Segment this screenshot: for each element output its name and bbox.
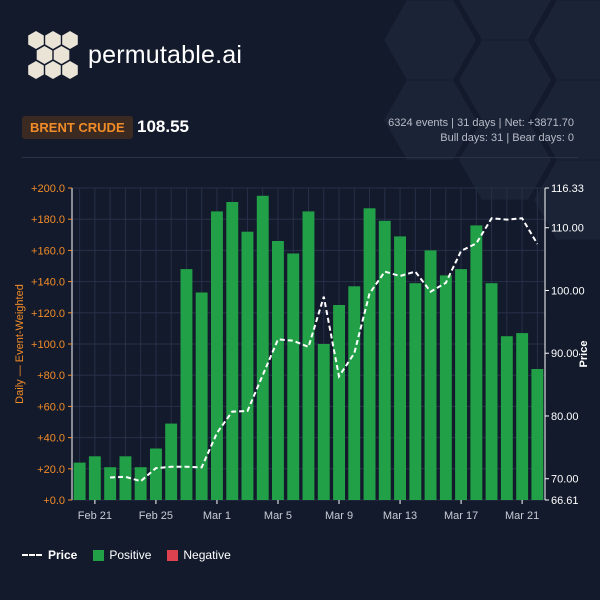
- bar-positive: [119, 456, 132, 500]
- stats-summary: 6324 events | 31 days | Net: +3871.70 Bu…: [388, 116, 574, 146]
- current-price: 108.55: [137, 117, 189, 136]
- y-tick-label: +100.0: [31, 339, 65, 351]
- bar-positive: [287, 253, 300, 500]
- logo-hexagon: [62, 61, 78, 79]
- legend-item-price: Price: [22, 548, 77, 562]
- bar-positive: [378, 220, 391, 501]
- bar-positive: [302, 211, 315, 500]
- bar-positive: [424, 250, 437, 500]
- background-hexagon: [534, 160, 600, 240]
- legend-negative-label: Negative: [183, 548, 231, 562]
- y2-tick-label: 70.00: [551, 474, 579, 486]
- y2-tick-label: 80.00: [551, 411, 579, 423]
- background-hexagon: [534, 0, 600, 80]
- legend-positive-swatch: [93, 549, 105, 561]
- bar-positive: [500, 336, 513, 500]
- hexagon-logo-icon: [28, 31, 78, 79]
- logo-hexagon: [28, 31, 44, 49]
- bar-positive: [150, 448, 162, 500]
- legend-item-negative: Negative: [167, 548, 231, 562]
- bar-positive: [439, 275, 452, 500]
- background-hexagon: [384, 0, 476, 80]
- bar-positive: [165, 423, 178, 500]
- bar-positive: [226, 202, 239, 500]
- x-tick-label: Feb 21: [78, 510, 112, 522]
- y2-tick-label: 90.00: [551, 348, 579, 360]
- bar-positive: [211, 211, 223, 500]
- y2-tick-label: 66.61: [551, 495, 579, 507]
- y-tick-label: +120.0: [31, 308, 65, 320]
- brand-name: permutable.ai: [88, 40, 243, 69]
- y2-axis-title: Price: [578, 341, 590, 368]
- y-tick-label: +60.0: [37, 401, 65, 413]
- bar-positive: [134, 467, 147, 500]
- bar-positive: [88, 456, 101, 500]
- y2-tick-label: 110.00: [551, 223, 584, 235]
- background-hexagon: [459, 40, 551, 120]
- legend-price-label: Price: [48, 548, 78, 562]
- y-tick-label: +40.0: [37, 433, 65, 445]
- logo: permutable.ai: [28, 30, 242, 80]
- x-tick-label: Mar 1: [203, 510, 231, 522]
- legend-negative-swatch: [167, 549, 179, 561]
- ticker-badge: BRENT CRUDE: [22, 116, 133, 139]
- bar-positive: [104, 467, 117, 500]
- bar-positive: [470, 225, 483, 500]
- price-line: [110, 217, 539, 483]
- y-tick-label: +200.0: [31, 183, 65, 195]
- x-tick-label: Mar 5: [264, 510, 292, 522]
- logo-hexagon: [53, 46, 70, 64]
- bar-positive: [531, 369, 544, 500]
- bar-positive: [348, 286, 361, 500]
- bar-positive: [409, 283, 422, 500]
- bar-positive: [180, 269, 193, 500]
- legend-price-swatch: [22, 554, 42, 556]
- y-tick-label: +180.0: [31, 214, 65, 226]
- logo-hexagon: [36, 46, 53, 64]
- y-tick-label: +80.0: [37, 370, 65, 382]
- y-axis-title: Daily — Event-Weighted: [14, 284, 26, 404]
- y-tick-label: +160.0: [31, 245, 65, 257]
- logo-hexagon: [28, 61, 44, 79]
- y2-tick-label: 100.00: [551, 285, 585, 297]
- header-divider: [22, 157, 578, 158]
- legend-positive-label: Positive: [109, 548, 152, 562]
- background-hexagon: [534, 80, 600, 160]
- bar-positive: [272, 241, 284, 500]
- x-tick-label: Mar 17: [444, 510, 478, 522]
- x-tick-label: Mar 21: [505, 510, 539, 522]
- x-tick-label: Mar 9: [325, 510, 353, 522]
- stats-line-days: Bull days: 31 | Bear days: 0: [440, 132, 574, 144]
- legend-item-positive: Positive: [93, 548, 151, 562]
- y-tick-label: +20.0: [37, 464, 65, 476]
- bar-positive: [455, 269, 467, 500]
- logo-hexagon: [45, 61, 61, 79]
- sentiment-price-chart: +0.0 +20.0 +40.0 +60.0 +80.0 +100.0 +120.0 +140…: [14, 183, 590, 522]
- background-hexagon: [459, 0, 551, 40]
- bar-positive: [485, 283, 498, 500]
- y2-tick-label: 116.33: [551, 183, 584, 195]
- stats-line-events: 6324 events | 31 days | Net: +3871.70: [388, 117, 574, 129]
- bar-positive: [73, 462, 86, 500]
- background-hexagon: [384, 80, 476, 160]
- y-tick-label: +140.0: [31, 277, 65, 289]
- bar-positive: [516, 333, 529, 500]
- y-tick-label: +0.0: [43, 495, 65, 507]
- bar-positive: [394, 236, 406, 500]
- bar-positive: [333, 305, 345, 500]
- background-hexagon: [459, 120, 551, 200]
- bar-positive: [241, 231, 254, 500]
- x-tick-label: Mar 13: [383, 510, 417, 522]
- bar-positive: [195, 292, 208, 500]
- bar-positive: [256, 195, 269, 501]
- logo-hexagon: [62, 31, 78, 49]
- bar-positive: [363, 208, 376, 501]
- bar-positive: [317, 344, 330, 500]
- x-tick-label: Feb 25: [139, 510, 173, 522]
- chart-legend: Price Positive Negative: [22, 548, 247, 562]
- logo-hexagon: [45, 31, 61, 49]
